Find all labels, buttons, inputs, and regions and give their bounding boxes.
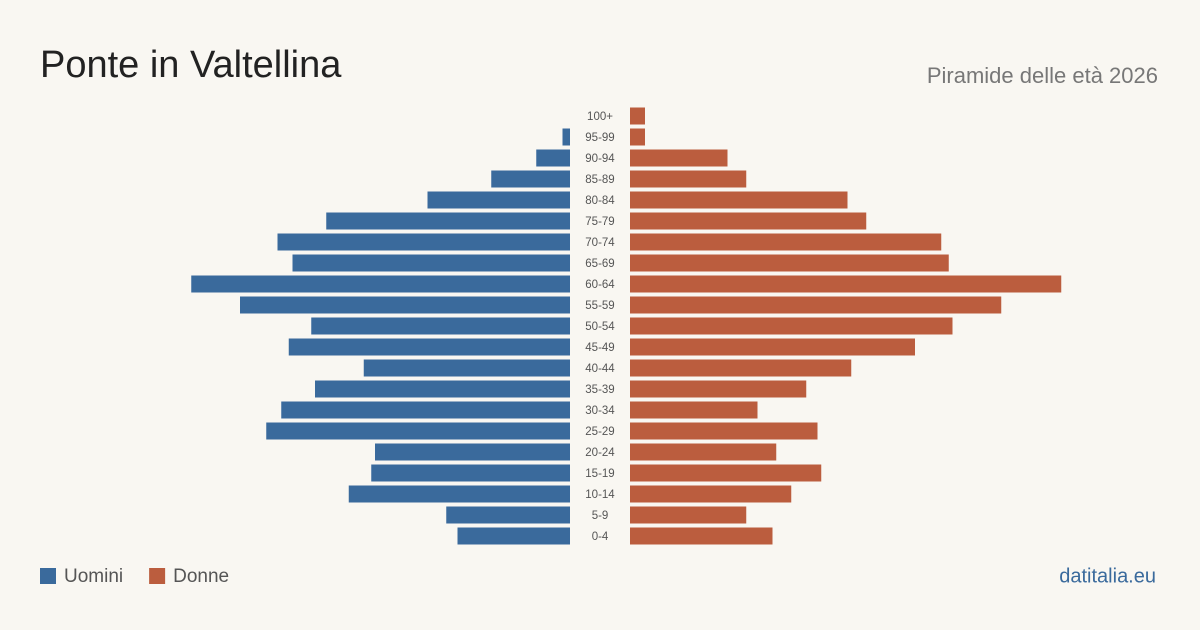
bar xyxy=(348,485,570,503)
bar xyxy=(315,380,570,398)
bar xyxy=(457,527,570,545)
bar xyxy=(630,191,848,209)
bar xyxy=(288,338,570,356)
age-label: 45-49 xyxy=(585,342,614,354)
bar xyxy=(446,506,570,524)
bar xyxy=(630,212,867,230)
age-label: 0-4 xyxy=(592,531,609,543)
bar xyxy=(427,191,570,209)
age-label: 30-34 xyxy=(585,405,615,417)
age-label: 50-54 xyxy=(585,321,615,333)
bar xyxy=(630,149,728,167)
age-label: 85-89 xyxy=(585,174,614,186)
age-label: 15-19 xyxy=(585,468,614,480)
bar xyxy=(326,212,570,230)
bar xyxy=(277,233,570,251)
legend-swatch xyxy=(149,568,166,584)
bar xyxy=(630,107,645,125)
bar xyxy=(292,254,570,272)
age-label: 40-44 xyxy=(585,363,615,375)
bar xyxy=(630,170,747,188)
source[interactable]: datitalia.eu xyxy=(1059,565,1156,587)
legend-label: Donne xyxy=(173,566,229,587)
bar xyxy=(630,254,949,272)
age-label: 80-84 xyxy=(585,195,615,207)
bar xyxy=(630,380,807,398)
age-label: 100+ xyxy=(587,111,613,123)
age-label: 60-64 xyxy=(585,279,615,291)
bar xyxy=(363,359,570,377)
chart-subtitle: Piramide delle età 2026 xyxy=(927,63,1158,88)
bar xyxy=(562,128,570,146)
age-label: 35-39 xyxy=(585,384,614,396)
legend-label: Uomini xyxy=(64,566,123,587)
legend-swatch xyxy=(40,568,56,584)
bar xyxy=(240,296,570,314)
age-label: 75-79 xyxy=(585,216,614,228)
age-label: 65-69 xyxy=(585,258,614,270)
age-label: 70-74 xyxy=(585,237,615,249)
bar xyxy=(630,359,852,377)
bar xyxy=(491,170,570,188)
chart-title: Ponte in Valtellina xyxy=(40,44,342,86)
bar xyxy=(371,464,570,482)
bar xyxy=(630,233,942,251)
bar xyxy=(630,317,953,335)
bar xyxy=(266,422,570,440)
age-label: 20-24 xyxy=(585,447,615,459)
age-label: 55-59 xyxy=(585,300,614,312)
bar xyxy=(630,128,645,146)
bar xyxy=(630,443,777,461)
age-label: 25-29 xyxy=(585,426,614,438)
bar xyxy=(311,317,570,335)
bar xyxy=(536,149,570,167)
bar xyxy=(630,464,822,482)
age-label: 5-9 xyxy=(592,510,609,522)
bar xyxy=(281,401,570,419)
bar xyxy=(630,527,773,545)
bar xyxy=(375,443,570,461)
age-label: 90-94 xyxy=(585,153,615,165)
age-label: 10-14 xyxy=(585,489,615,501)
age-label: 95-99 xyxy=(585,132,614,144)
bar xyxy=(630,485,792,503)
bar xyxy=(630,506,747,524)
bar xyxy=(630,338,915,356)
bar xyxy=(191,275,570,293)
bar xyxy=(630,296,1002,314)
bar xyxy=(630,275,1062,293)
bar xyxy=(630,422,818,440)
bar xyxy=(630,401,758,419)
